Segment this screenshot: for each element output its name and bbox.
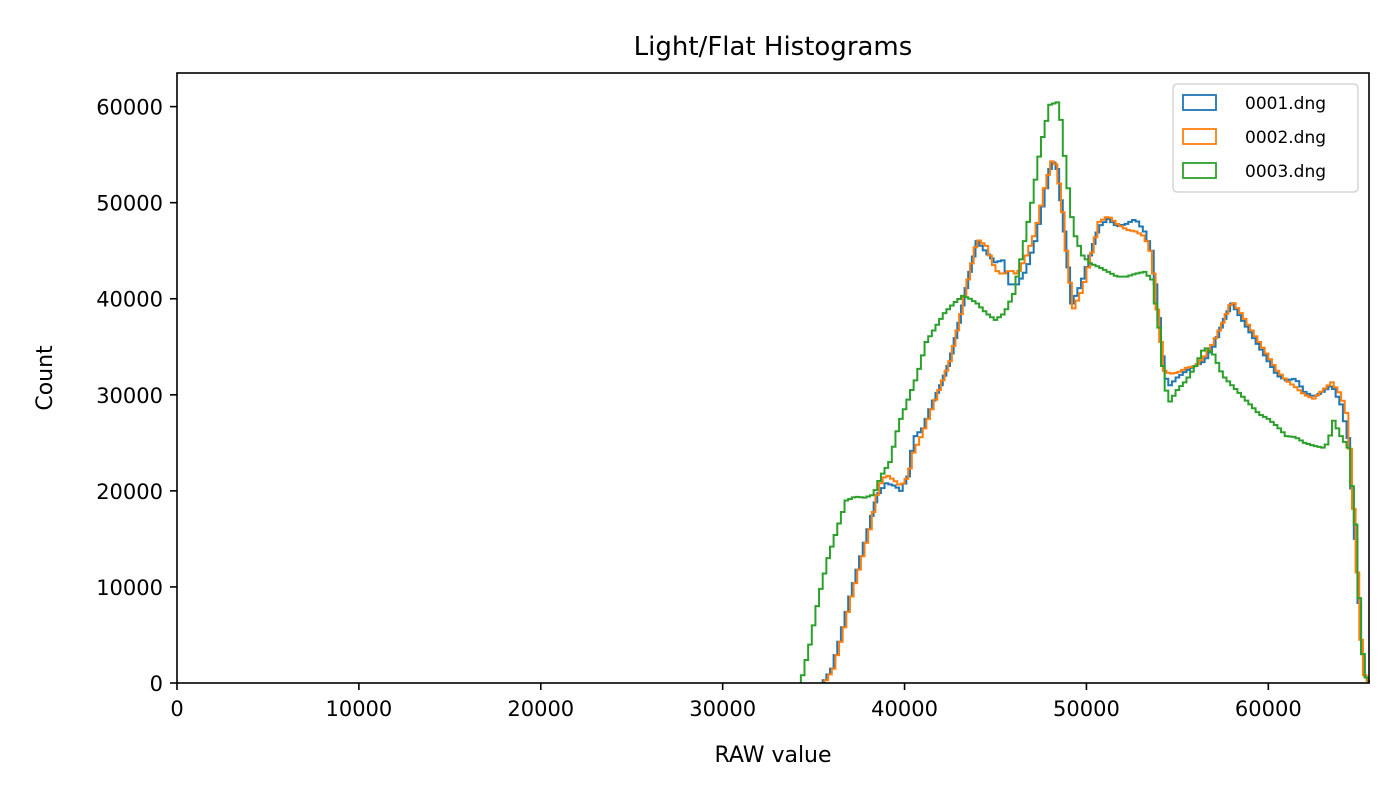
series-1-histogram <box>821 161 1370 684</box>
x-tick-label: 10000 <box>325 697 392 721</box>
legend-swatch <box>1182 94 1217 111</box>
y-tick-label: 20000 <box>96 480 163 504</box>
legend-label: 0001.dng <box>1245 94 1326 114</box>
y-tick-label: 30000 <box>96 384 163 408</box>
x-tick-label: 40000 <box>871 697 938 721</box>
legend-box <box>1172 83 1359 193</box>
legend-swatch <box>1182 162 1217 179</box>
series-2-histogram <box>823 160 1370 683</box>
y-tick-label: 0 <box>150 672 163 696</box>
legend-label: 0003.dng <box>1245 162 1326 182</box>
y-tick-label: 60000 <box>96 96 163 120</box>
x-axis-label: RAW value <box>714 743 831 768</box>
series-layer <box>799 101 1370 684</box>
y-axis-label: Count <box>33 345 58 411</box>
y-tick-label: 10000 <box>96 576 163 600</box>
series-3-histogram <box>799 101 1370 684</box>
x-tick-label: 50000 <box>1053 697 1120 721</box>
x-tick-label: 0 <box>170 697 183 721</box>
legend-swatch <box>1182 128 1217 145</box>
x-axis: 0 10000 20000 30000 40000 50000 60000 <box>170 683 1302 721</box>
legend: 0001.dng 0002.dng 0003.dng <box>1172 83 1359 193</box>
x-tick-label: 60000 <box>1235 697 1302 721</box>
y-axis: 0 10000 20000 30000 40000 50000 60000 <box>96 96 177 696</box>
y-tick-label: 50000 <box>96 192 163 216</box>
x-tick-label: 30000 <box>689 697 756 721</box>
x-tick-label: 20000 <box>507 697 574 721</box>
plot-frame <box>176 72 1370 684</box>
y-tick-label: 40000 <box>96 288 163 312</box>
legend-label: 0002.dng <box>1245 128 1326 148</box>
chart-title: Light/Flat Histograms <box>634 32 913 62</box>
